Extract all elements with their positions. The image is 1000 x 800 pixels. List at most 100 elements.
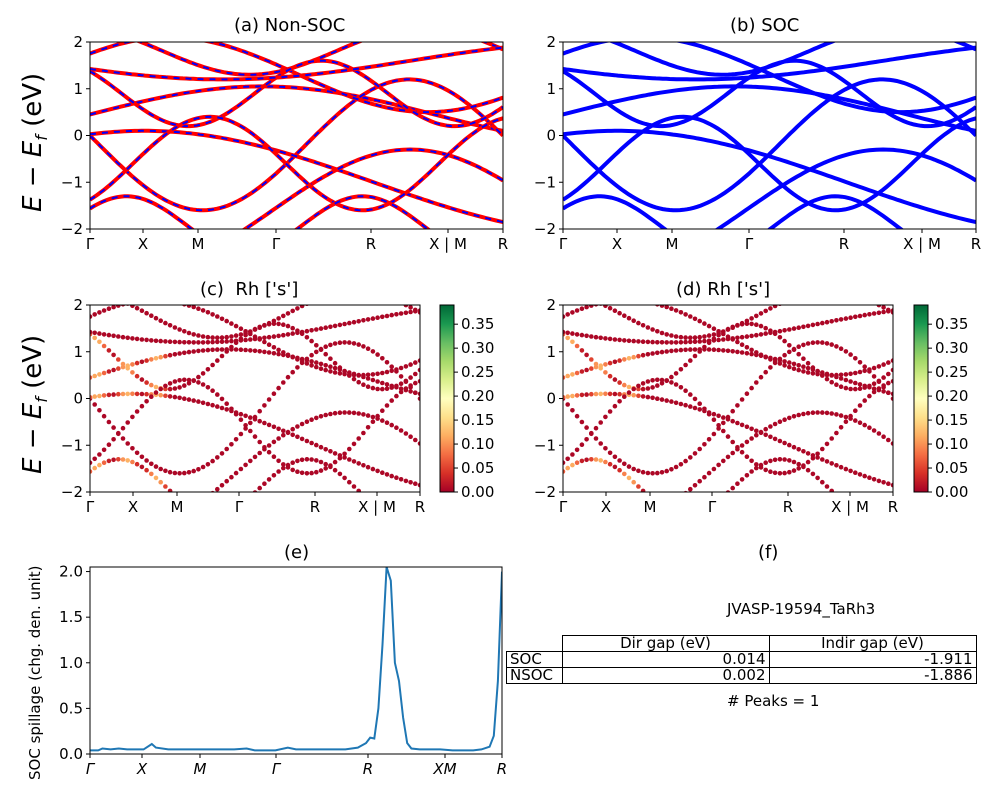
y-tick-label: 0 [73,390,83,408]
band-point [824,410,830,416]
band-point [186,377,192,383]
band-point [829,461,834,466]
band-point [796,351,801,357]
band-point [144,399,149,404]
band-point [92,312,97,317]
band-point [801,369,806,374]
band-point [309,440,314,446]
band-point [593,457,599,462]
band-point [886,360,891,365]
band-point [890,308,893,313]
band-point [318,459,324,465]
band-point [584,425,589,430]
band-point [730,336,735,341]
band-point [252,336,258,342]
band-point [314,458,319,463]
band-point [749,458,754,464]
band-point [655,377,660,383]
band-point [636,522,641,527]
band-point [134,305,140,311]
band-point [584,333,589,339]
band-point [271,439,277,445]
band-point [873,305,875,306]
band-point [413,371,418,377]
band-point [871,389,877,395]
band-point [749,426,754,432]
band-point [692,335,698,340]
band-point [617,310,622,316]
band-point [806,291,811,296]
band-point [337,371,343,376]
band-point [106,442,112,448]
band-point [106,419,112,425]
band-point [351,410,357,416]
band-point [787,458,792,463]
band-point [101,332,107,337]
band-point [281,432,286,438]
band-point [787,360,792,365]
band-line [563,77,976,213]
band-point [276,347,281,353]
band-point [172,325,178,330]
band-point [328,342,333,348]
band-point [97,310,102,315]
band-point [721,428,726,434]
band-point [593,391,599,397]
indir-gap-value: -1.911 [768,651,977,668]
band-point [877,513,882,518]
band-point [848,352,853,357]
band-point [295,469,300,475]
band-point [612,464,618,470]
band-point [791,468,797,473]
band-point [820,320,825,326]
band-point [134,409,140,414]
band-point [579,306,585,312]
band-point [739,350,745,355]
band-point [796,363,801,368]
band-point [890,391,893,397]
band-point [210,388,215,394]
band-point [697,446,702,452]
band-point [408,383,413,388]
band-point [758,311,764,316]
band-point [403,378,409,384]
band-point [844,291,849,296]
band-point [702,442,707,447]
band-point [384,386,390,392]
band-point [116,531,121,536]
band-point [380,418,385,423]
band-point [640,381,646,386]
band-point [243,332,248,338]
band-point [342,289,347,294]
band-point [584,305,589,310]
band-point [782,328,787,333]
band-point [196,333,201,338]
band-point [248,428,253,434]
band-point [843,414,849,420]
band-point [375,379,380,384]
x-tick-label: X [136,760,148,778]
band-point [389,398,395,403]
band-point [603,391,608,397]
band-point [365,372,371,378]
band-point [153,338,159,344]
band-point [413,360,418,365]
band-point [796,344,801,350]
band-point [688,358,693,363]
band-point [631,466,636,472]
band-point [266,449,272,455]
band-line [90,42,503,115]
band-point [158,392,163,398]
band-point [730,485,735,491]
band-point [674,511,679,516]
band-point [692,451,698,456]
band-point [749,385,754,391]
band-point [365,317,371,322]
band-point [266,397,272,402]
band-point [711,417,717,423]
band-point [706,437,712,442]
band-point [603,532,608,537]
band-point [153,464,159,469]
band-point [238,347,244,353]
x-tick-label: R [971,235,981,253]
